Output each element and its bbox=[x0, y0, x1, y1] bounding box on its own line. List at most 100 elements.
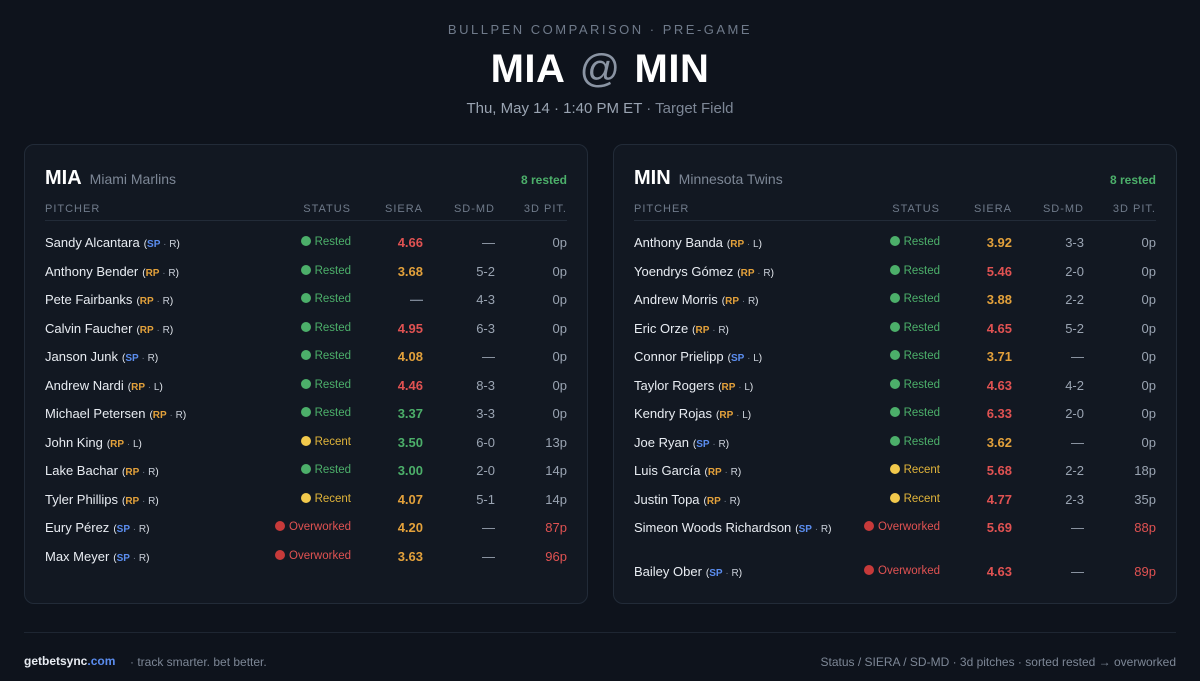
col-siera[interactable]: SIERA bbox=[973, 203, 1012, 215]
game-datetime: Thu, May 14 · 1:40 PM ET · Target Field bbox=[0, 100, 1200, 117]
pitches-3d-value: 35p bbox=[1134, 491, 1156, 507]
pitcher-row[interactable]: Michael Petersen (RP · R) Rested 3.37 3-3 0p bbox=[45, 398, 567, 427]
col-status[interactable]: STATUS bbox=[303, 203, 351, 215]
pitcher-name-cell: Sandy Alcantara (SP · R) bbox=[45, 235, 275, 253]
status-label: Rested bbox=[903, 321, 940, 334]
status-badge: Rested bbox=[300, 264, 351, 277]
pitcher-name-cell: John King (RP · L) bbox=[45, 435, 275, 453]
status-badge: Rested bbox=[300, 464, 351, 476]
pitcher-name: Anthony Bender bbox=[45, 263, 139, 279]
pitcher-row[interactable]: Pete Fairbanks (RP · R) Rested — 4-3 0p bbox=[45, 284, 567, 313]
pitcher-hand: L bbox=[753, 353, 759, 364]
pitcher-row[interactable]: Andrew Nardi (RP · L) Rested 4.46 8-3 0p bbox=[45, 370, 567, 399]
col-siera[interactable]: SIERA bbox=[384, 203, 423, 215]
pitcher-role: RP bbox=[145, 267, 160, 279]
brand-link[interactable]: getbetsync.com bbox=[24, 654, 115, 668]
pitcher-role-tag: (SP · R) bbox=[113, 552, 150, 564]
col-pitcher[interactable]: PITCHER bbox=[634, 203, 690, 215]
pitcher-role: RP bbox=[139, 296, 154, 307]
pitcher-role: RP bbox=[125, 467, 140, 478]
pitcher-row[interactable]: Calvin Faucher (RP · R) Rested 4.95 6-3 0p bbox=[45, 313, 567, 342]
pitcher-row[interactable]: Tyler Phillips (RP · R) Recent 4.07 5-1 14p bbox=[45, 484, 567, 513]
status-label: Rested bbox=[314, 293, 351, 305]
status-label: Rested bbox=[314, 350, 351, 362]
pitcher-row[interactable]: Yoendrys Gómez (RP · R) Rested 5.46 2-0 0p bbox=[634, 256, 1156, 285]
pitcher-hand: R bbox=[718, 438, 726, 450]
role-separator: · bbox=[166, 410, 176, 421]
pitcher-row[interactable]: Andrew Morris (RP · R) Rested 3.88 2-2 0p bbox=[634, 284, 1156, 313]
sdmd-value: 5-2 bbox=[1065, 320, 1084, 336]
pitcher-row[interactable]: Eury Pérez (SP · R) Overworked 4.20 — 87p bbox=[45, 512, 567, 541]
status-label: Overworked bbox=[289, 521, 351, 533]
pitcher-name: Max Meyer bbox=[45, 548, 110, 564]
pitcher-role-tag: (RP · R) bbox=[692, 324, 729, 336]
siera-value: 4.63 bbox=[986, 564, 1012, 579]
pitcher-role-tag: (RP · R) bbox=[704, 467, 742, 478]
status-badge: Recent bbox=[889, 492, 940, 505]
pitcher-role: RP bbox=[695, 324, 710, 336]
pitcher-row[interactable]: Bailey Ober (SP · R) Overworked 4.63 — 89p bbox=[634, 556, 1156, 585]
col-status[interactable]: STATUS bbox=[892, 203, 940, 215]
role-separator: · bbox=[153, 324, 163, 336]
pitcher-name-cell: Pete Fairbanks (RP · R) bbox=[45, 292, 275, 310]
sdmd-value: — bbox=[1071, 564, 1084, 579]
pitcher-row[interactable]: Anthony Banda (RP · L) Rested 3.92 3-3 0p bbox=[634, 227, 1156, 256]
sdmd-value: 2-0 bbox=[1065, 263, 1084, 279]
pitcher-row[interactable]: Janson Junk (SP · R) Rested 4.08 — 0p bbox=[45, 341, 567, 370]
pitcher-name: Michael Petersen bbox=[45, 406, 146, 421]
pitcher-role-tag: (SP · R) bbox=[795, 524, 832, 535]
sdmd-value: 2-3 bbox=[1065, 491, 1084, 507]
sdmd-value: 3-3 bbox=[1065, 235, 1084, 250]
role-separator: · bbox=[138, 353, 148, 364]
col-3d-pitches[interactable]: 3D PIT. bbox=[1112, 203, 1156, 215]
pitcher-row[interactable]: Kendry Rojas (RP · L) Rested 6.33 2-0 0p bbox=[634, 398, 1156, 427]
col-3d-pitches[interactable]: 3D PIT. bbox=[523, 203, 567, 215]
role-separator: · bbox=[139, 467, 149, 478]
status-label: Rested bbox=[903, 293, 940, 305]
pitcher-row[interactable]: Lake Bachar (RP · R) Rested 3.00 2-0 14p bbox=[45, 455, 567, 484]
siera-value: 3.50 bbox=[397, 434, 423, 450]
pitcher-row[interactable]: Connor Prielipp (SP · L) Rested 3.71 — 0p bbox=[634, 341, 1156, 370]
pitcher-row[interactable]: Eric Orze (RP · R) Rested 4.65 5-2 0p bbox=[634, 313, 1156, 342]
status-dot-icon bbox=[889, 407, 900, 417]
pitcher-hand: R bbox=[168, 267, 176, 279]
pitcher-name: Luis García bbox=[634, 463, 701, 478]
pitcher-row[interactable]: Anthony Bender (RP · R) Rested 3.68 5-2 0p bbox=[45, 256, 567, 285]
pitches-3d-value: 13p bbox=[545, 434, 567, 450]
pitcher-hand: R bbox=[763, 267, 771, 279]
pitcher-row[interactable]: Luis García (RP · R) Recent 5.68 2-2 18p bbox=[634, 455, 1156, 484]
pitcher-hand: R bbox=[138, 552, 147, 564]
team-name: Miami Marlins bbox=[89, 171, 177, 187]
pitcher-role: RP bbox=[719, 410, 734, 421]
status-badge: Rested bbox=[889, 378, 940, 391]
pitcher-row[interactable]: Sandy Alcantara (SP · R) Rested 4.66 — 0p bbox=[45, 227, 567, 256]
pitches-3d-value: 0p bbox=[552, 235, 567, 250]
col-sdmd[interactable]: SD-MD bbox=[453, 203, 495, 215]
sdmd-value: — bbox=[482, 235, 495, 250]
pitcher-name: Eury Pérez bbox=[45, 520, 110, 535]
pitcher-name: Janson Junk bbox=[45, 349, 118, 364]
status-dot-icon bbox=[300, 407, 311, 417]
col-sdmd[interactable]: SD-MD bbox=[1042, 203, 1084, 215]
pitcher-name-cell: Andrew Morris (RP · R) bbox=[634, 292, 864, 310]
role-separator: · bbox=[160, 239, 170, 250]
matchup-title: MIA @ MIN bbox=[0, 47, 1200, 92]
status-badge: Rested bbox=[300, 236, 351, 248]
col-pitcher[interactable]: PITCHER bbox=[45, 203, 101, 215]
pitcher-row[interactable]: Joe Ryan (SP · R) Rested 3.62 — 0p bbox=[634, 427, 1156, 456]
sdmd-value: — bbox=[1071, 434, 1084, 450]
pitcher-name-cell: Yoendrys Gómez (RP · R) bbox=[634, 264, 864, 282]
pitcher-row[interactable]: Max Meyer (SP · R) Overworked 3.63 — 96p bbox=[45, 541, 567, 570]
pitcher-row[interactable]: John King (RP · L) Recent 3.50 6-0 13p bbox=[45, 427, 567, 456]
pitcher-row[interactable]: Justin Topa (RP · R) Recent 4.77 2-3 35p bbox=[634, 484, 1156, 513]
pitcher-name: Justin Topa bbox=[634, 491, 700, 507]
column-headers: PITCHER STATUS SIERA SD-MD 3D PIT. bbox=[45, 203, 567, 221]
pitcher-name-cell: Joe Ryan (SP · R) bbox=[634, 435, 864, 453]
pitches-3d-value: 18p bbox=[1134, 463, 1156, 478]
pitcher-role-tag: (RP · L) bbox=[726, 239, 762, 250]
pitcher-row[interactable]: Simeon Woods Richardson (SP · R) Overworke… bbox=[634, 512, 1156, 556]
pitcher-row[interactable]: Taylor Rogers (RP · L) Rested 4.63 4-2 0p bbox=[634, 370, 1156, 399]
column-headers: PITCHER STATUS SIERA SD-MD 3D PIT. bbox=[634, 203, 1156, 221]
pitches-3d-value: 0p bbox=[552, 320, 567, 336]
sdmd-value: — bbox=[1071, 349, 1084, 364]
